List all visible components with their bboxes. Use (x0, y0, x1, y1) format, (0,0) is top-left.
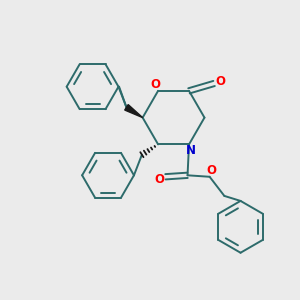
Text: N: N (186, 144, 197, 158)
Text: O: O (206, 164, 216, 177)
Text: O: O (215, 75, 226, 88)
Text: O: O (151, 78, 161, 91)
Text: O: O (154, 172, 164, 186)
Polygon shape (125, 105, 142, 118)
